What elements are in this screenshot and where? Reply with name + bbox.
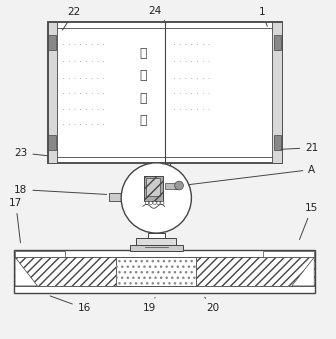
Text: · · · · · · · ·: · · · · · · · · bbox=[61, 92, 105, 96]
Text: 19: 19 bbox=[143, 297, 156, 313]
Text: · · · · · · · ·: · · · · · · · · bbox=[61, 59, 105, 64]
Text: 语: 语 bbox=[139, 92, 146, 105]
Bar bbox=[48, 135, 55, 150]
Bar bbox=[47, 22, 57, 163]
Text: 22: 22 bbox=[62, 7, 81, 30]
Bar bbox=[263, 251, 313, 257]
Circle shape bbox=[153, 201, 156, 205]
Text: · · · · · · ·: · · · · · · · bbox=[173, 59, 210, 64]
Circle shape bbox=[175, 181, 183, 190]
Text: · · · · · · ·: · · · · · · · bbox=[173, 92, 210, 96]
Text: 21: 21 bbox=[281, 143, 319, 153]
Circle shape bbox=[157, 201, 160, 205]
Text: · · · · · · · ·: · · · · · · · · bbox=[61, 107, 105, 112]
Text: · · · · · · ·: · · · · · · · bbox=[173, 42, 210, 47]
Text: A: A bbox=[184, 164, 316, 185]
Text: · · · · · · · ·: · · · · · · · · bbox=[61, 122, 105, 127]
Bar bbox=[14, 250, 315, 293]
Bar bbox=[136, 238, 176, 245]
Text: 文: 文 bbox=[139, 114, 146, 127]
Bar bbox=[110, 193, 121, 201]
Text: 18: 18 bbox=[14, 184, 107, 195]
Bar bbox=[15, 251, 65, 257]
Bar bbox=[148, 233, 165, 238]
Text: · · · · · · ·: · · · · · · · bbox=[173, 76, 210, 81]
Bar bbox=[116, 257, 197, 286]
Text: 16: 16 bbox=[50, 296, 91, 313]
Text: 15: 15 bbox=[299, 203, 319, 240]
Text: 大: 大 bbox=[139, 47, 146, 60]
Bar bbox=[47, 22, 282, 163]
Text: 1: 1 bbox=[258, 7, 267, 26]
Bar bbox=[143, 176, 163, 201]
Text: · · · · · · ·: · · · · · · · bbox=[173, 107, 210, 112]
Bar bbox=[48, 35, 55, 50]
Bar bbox=[272, 22, 282, 163]
Text: 学: 学 bbox=[139, 69, 146, 82]
Text: 17: 17 bbox=[9, 198, 23, 243]
Polygon shape bbox=[15, 257, 38, 286]
Bar bbox=[129, 245, 183, 252]
Text: 23: 23 bbox=[14, 148, 48, 158]
Circle shape bbox=[161, 201, 164, 205]
Circle shape bbox=[149, 201, 153, 205]
Bar bbox=[53, 28, 276, 157]
Text: 20: 20 bbox=[205, 297, 220, 313]
Bar bbox=[143, 176, 163, 201]
Bar bbox=[274, 135, 281, 150]
Circle shape bbox=[121, 163, 192, 233]
Text: · · · · · · · ·: · · · · · · · · bbox=[61, 42, 105, 47]
Polygon shape bbox=[292, 257, 314, 286]
Bar bbox=[274, 35, 281, 50]
Bar bbox=[146, 178, 160, 196]
Text: · · · · · · · ·: · · · · · · · · bbox=[61, 76, 105, 81]
Circle shape bbox=[145, 201, 149, 205]
Bar bbox=[116, 257, 197, 286]
Text: 24: 24 bbox=[148, 5, 165, 21]
Bar bbox=[15, 257, 314, 286]
Bar bbox=[165, 182, 178, 188]
